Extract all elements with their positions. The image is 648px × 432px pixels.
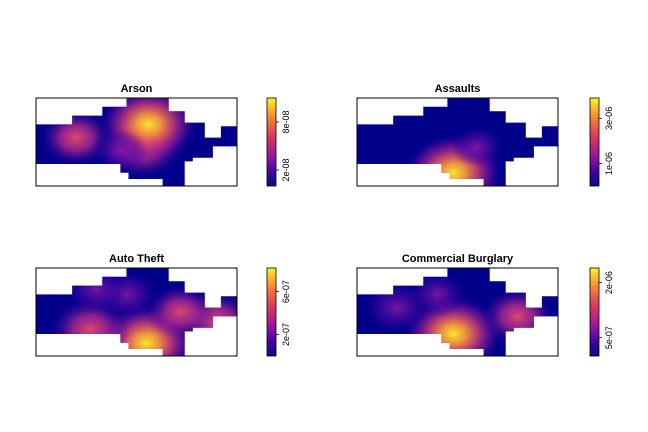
hotspot-5	[65, 268, 127, 314]
colorbar	[266, 267, 277, 357]
hotspot-3	[408, 271, 467, 318]
panel-title: Arson	[121, 83, 153, 95]
hotspots	[364, 271, 554, 356]
plot-frame	[35, 267, 238, 357]
colorbar-tick-label: 2e-07	[281, 323, 291, 346]
colorbar-tick-label: 3e-06	[604, 107, 614, 130]
panel-2: Auto Theft 2e-07 6e-07	[35, 253, 291, 357]
colorbar-tick-label: 8e-08	[281, 110, 291, 133]
hotspot-1	[481, 288, 554, 345]
colorbar	[589, 97, 600, 187]
panel-title: Commercial Burglary	[402, 253, 514, 265]
colorbar-tick-label: 2e-08	[281, 158, 291, 181]
panel-title: Auto Theft	[109, 253, 164, 265]
colorbar	[266, 97, 277, 187]
hotspots	[50, 268, 237, 356]
plot-frame	[356, 267, 559, 357]
colorbar-tick-label: 1e-06	[604, 152, 614, 175]
colorbar-tick-label: 6e-07	[281, 280, 291, 303]
hotspot-3	[92, 129, 149, 173]
colorbar	[589, 267, 600, 357]
colorbar-tick-label: 2e-06	[604, 271, 614, 294]
hotspot-4	[146, 285, 216, 339]
hotspots	[405, 125, 504, 186]
hotspots	[40, 98, 197, 178]
panel-1: Assaults 1e-06 3e-06	[356, 83, 614, 187]
panel-3: Commercial Burglary 5e-07 2e-06	[356, 253, 614, 357]
hotspot-1	[451, 125, 504, 167]
plot-frame	[356, 97, 559, 187]
panel-title: Assaults	[435, 83, 481, 95]
panel-0: Arson 2e-08 8e-08	[35, 83, 291, 187]
colorbar-tick-label: 5e-07	[604, 326, 614, 349]
plot-frame	[35, 97, 238, 187]
